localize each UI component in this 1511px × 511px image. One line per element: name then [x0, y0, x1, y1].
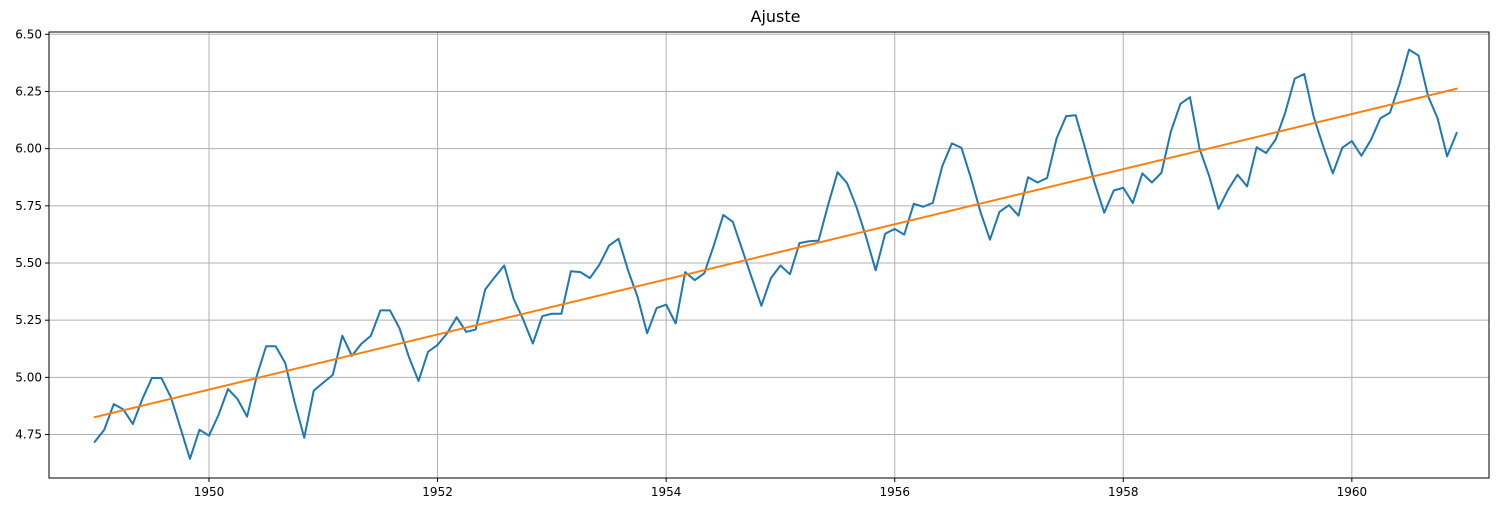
plot-area-frame [48, 31, 1490, 479]
x-tick-label: 1956 [879, 485, 910, 499]
y-tick-label: 5.50 [15, 256, 42, 270]
chart-title: Ajuste [751, 7, 801, 26]
x-tick-label: 1952 [422, 485, 453, 499]
x-tick-label: 1960 [1337, 485, 1368, 499]
x-tick-label: 1958 [1108, 485, 1139, 499]
y-tick-label: 6.25 [15, 84, 42, 98]
y-tick-label: 5.00 [15, 370, 42, 384]
series-line-1 [93, 87, 1458, 419]
y-tick-label: 4.75 [15, 428, 42, 442]
x-axis: 1950 1952 1954 1956 1958 1960 [194, 478, 1367, 499]
y-tick-label: 5.75 [15, 199, 42, 213]
series-lines [93, 48, 1458, 460]
x-tick-label: 1950 [194, 485, 225, 499]
x-tick-label: 1954 [651, 485, 682, 499]
y-axis: 4.75 5.00 5.25 5.50 5.75 6.00 6.25 6.50 [15, 27, 49, 442]
y-tick-label: 6.00 [15, 142, 42, 156]
y-tick-label: 5.25 [15, 313, 42, 327]
series-line-0 [93, 48, 1458, 460]
y-tick-label: 6.50 [15, 27, 42, 41]
